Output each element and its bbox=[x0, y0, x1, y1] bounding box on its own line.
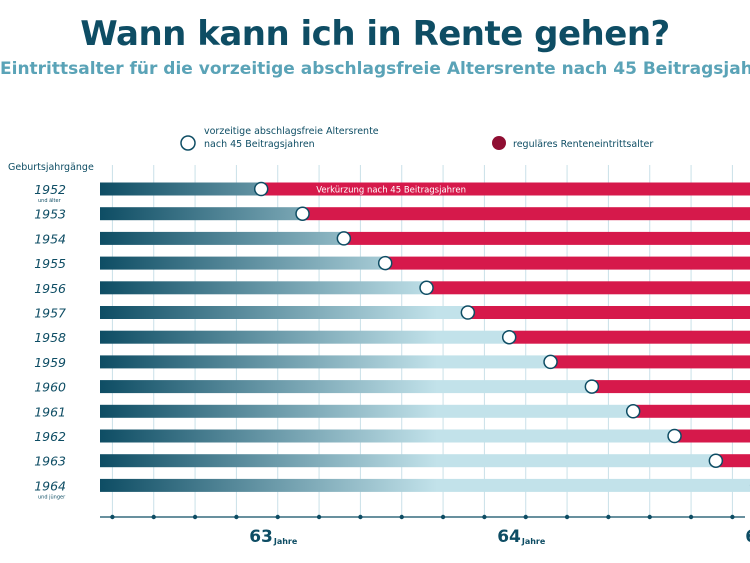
dot-early-1962 bbox=[667, 428, 682, 444]
bar-early-1959 bbox=[100, 355, 551, 369]
dot-early-1952 bbox=[253, 181, 269, 197]
axis-tick bbox=[564, 514, 570, 520]
dot-early-1957 bbox=[460, 305, 476, 320]
bar-early-1962 bbox=[100, 429, 675, 443]
year-label: 1957 bbox=[34, 306, 66, 321]
axis-tick bbox=[523, 514, 528, 520]
legend-regular-marker bbox=[492, 136, 506, 150]
bar-early-1956 bbox=[100, 281, 427, 295]
legend-early-marker bbox=[180, 135, 196, 151]
axis-tick bbox=[482, 514, 487, 520]
dot-early-1961 bbox=[625, 404, 641, 419]
year-label: 1953 bbox=[34, 207, 66, 222]
bar-early-1957 bbox=[100, 306, 468, 319]
axis-tick bbox=[151, 514, 156, 520]
bar-reduction-1961 bbox=[633, 404, 750, 418]
bar-early-1955 bbox=[100, 256, 386, 270]
bar-early-1958 bbox=[100, 330, 510, 344]
year-label: 1964 bbox=[34, 478, 66, 493]
dot-early-1960 bbox=[584, 379, 600, 394]
axis-tick bbox=[730, 514, 735, 520]
legend-regular-label: reguläres Renteneintrittsalter bbox=[513, 139, 653, 150]
chart-title: Wann kann ich in Rente gehen? bbox=[80, 14, 670, 54]
bar-early-1963 bbox=[100, 454, 716, 468]
axis-tick bbox=[647, 514, 652, 520]
bar-early-1953 bbox=[100, 207, 303, 221]
axis-tick bbox=[110, 514, 115, 520]
x-tick-value: 63 bbox=[249, 527, 273, 547]
dot-early-1958 bbox=[501, 329, 517, 345]
bar-early-1952 bbox=[100, 182, 262, 196]
axis-tick bbox=[606, 514, 611, 520]
x-tick-unit: Jahre bbox=[273, 537, 298, 546]
year-label: 1962 bbox=[34, 429, 66, 444]
axis-tick bbox=[358, 514, 363, 520]
bar-reduction-1955 bbox=[385, 256, 750, 270]
axis-tick bbox=[399, 514, 404, 520]
dot-early-1963 bbox=[708, 453, 724, 468]
dot-early-1954 bbox=[336, 231, 352, 246]
year-label: 1961 bbox=[34, 404, 66, 419]
bar-reduction-1959 bbox=[550, 355, 750, 369]
y-axis-label: Geburtsjahrgänge bbox=[8, 162, 94, 173]
bar-early-1954 bbox=[100, 231, 344, 245]
x-tick-label: 63Jahre bbox=[249, 527, 298, 547]
bar-reduction-1958 bbox=[509, 330, 750, 344]
bar-reduction-1960 bbox=[591, 380, 750, 394]
bar-early-1964 bbox=[100, 478, 750, 492]
year-note: und älter bbox=[38, 198, 62, 204]
reduction-annotation: Verkürzung nach 45 Beitragsjahren bbox=[316, 186, 466, 196]
bar-reduction-1954 bbox=[343, 231, 750, 245]
bar-reduction-1963 bbox=[715, 454, 750, 468]
year-label: 1955 bbox=[34, 256, 66, 271]
dot-early-1959 bbox=[543, 354, 558, 370]
bar-early-1961 bbox=[100, 404, 634, 418]
bar-reduction-1952 bbox=[261, 182, 750, 196]
legend-early-line1: vorzeitige abschlagsfreie Altersrente bbox=[204, 126, 379, 137]
x-tick-label: 64Jahre bbox=[497, 527, 546, 547]
x-tick-value: 65 bbox=[745, 527, 750, 547]
axis-tick bbox=[234, 514, 239, 520]
x-tick-value: 64 bbox=[497, 527, 521, 547]
bar-reduction-1953 bbox=[302, 207, 750, 221]
bar-reduction-1956 bbox=[426, 281, 750, 295]
bar-reduction-1962 bbox=[674, 429, 750, 443]
dot-early-1956 bbox=[419, 280, 434, 296]
axis-tick bbox=[440, 514, 446, 520]
year-label: 1956 bbox=[34, 281, 66, 296]
axis-tick bbox=[688, 514, 694, 520]
axis-tick bbox=[316, 514, 322, 520]
year-note: und jünger bbox=[38, 494, 66, 500]
year-label: 1952 bbox=[34, 182, 66, 197]
year-label: 1963 bbox=[34, 454, 66, 469]
dot-early-1955 bbox=[377, 255, 393, 271]
year-label: 1958 bbox=[34, 330, 66, 345]
year-label: 1960 bbox=[34, 380, 66, 395]
chart-subtitle: Eintrittsalter für die vorzeitige abschl… bbox=[0, 59, 750, 79]
x-tick-label: 65Jahre bbox=[745, 527, 750, 547]
axis-tick bbox=[275, 514, 280, 520]
axis-tick bbox=[192, 514, 198, 520]
bar-early-1960 bbox=[100, 380, 592, 394]
year-label: 1959 bbox=[34, 355, 66, 370]
x-tick-unit: Jahre bbox=[521, 537, 546, 546]
legend-early-line2: nach 45 Beitragsjahren bbox=[204, 139, 315, 150]
dot-early-1953 bbox=[295, 206, 310, 221]
bar-reduction-1957 bbox=[467, 306, 750, 319]
year-label: 1954 bbox=[34, 231, 66, 246]
